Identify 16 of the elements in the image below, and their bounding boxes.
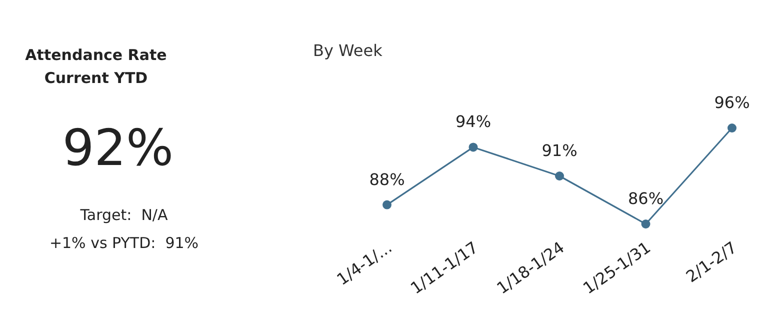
point [555,172,564,180]
point [728,124,736,132]
text: Target: N/A [79,206,168,224]
point [641,220,650,228]
text: +1% vs PYTD: 91% [49,234,199,252]
data-label: 86% [628,189,664,208]
text: 92% [62,119,174,177]
data-label: 88% [369,170,405,189]
point [382,200,392,210]
data-label: 96% [714,93,750,112]
data-label: 94% [455,112,492,132]
text: Current YTD [44,69,148,87]
text: Attendance Rate [25,46,167,64]
chart-title: By Week [313,41,384,60]
point [468,142,478,152]
data-label: 91% [542,141,578,160]
